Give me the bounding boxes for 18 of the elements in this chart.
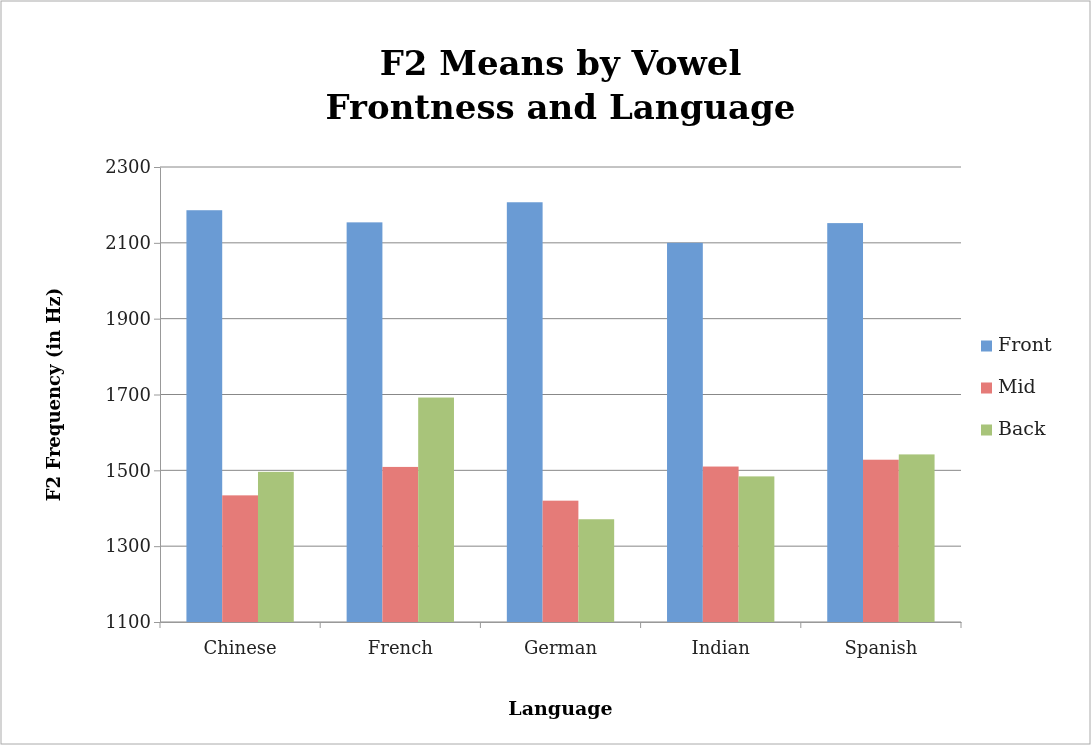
x-tick-label: German — [523, 636, 598, 658]
chart-title: F2 Means by Vowel Frontness and Language — [325, 43, 796, 127]
y-tick-label: 1500 — [105, 459, 151, 481]
y-tick-label: 2100 — [105, 232, 151, 254]
y-tick-label: 1700 — [105, 383, 151, 405]
x-tick-label: Chinese — [203, 636, 277, 658]
x-tick-label: French — [367, 636, 434, 658]
x-axis-title: Language — [508, 697, 613, 719]
x-tick-label: Spanish — [844, 636, 918, 658]
y-tick-label: 1900 — [105, 307, 151, 329]
legend-label: Mid — [998, 374, 1036, 397]
y-axis-title: F2 Frequency (in Hz) — [43, 287, 64, 502]
legend-label: Back — [998, 416, 1046, 439]
y-tick-label: 1300 — [105, 535, 151, 557]
y-tick-label: 2300 — [105, 156, 151, 178]
y-tick-label: 1100 — [105, 611, 151, 633]
legend-label: Front — [998, 332, 1052, 355]
x-tick-label: Indian — [691, 636, 751, 658]
